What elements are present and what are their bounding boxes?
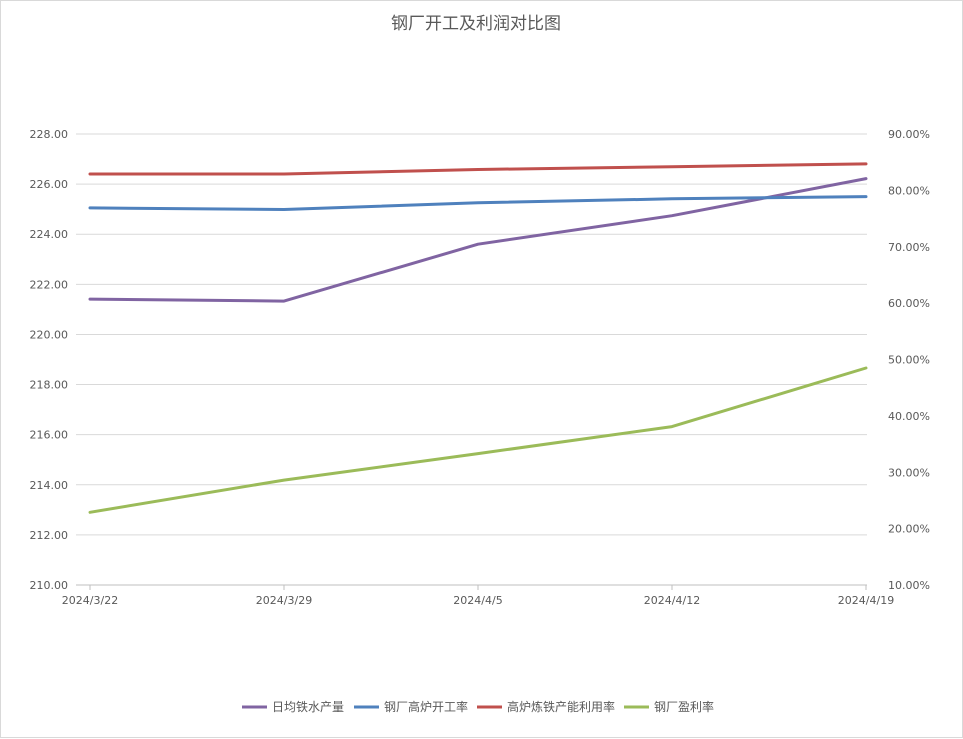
legend-label: 钢厂盈利率	[654, 699, 714, 714]
y-right-tick-label: 90.00%	[888, 128, 930, 141]
y-left-tick-label: 220.00	[30, 328, 69, 341]
y-right-tick-label: 40.00%	[888, 410, 930, 423]
series-lines	[88, 162, 868, 514]
series-line	[88, 177, 868, 303]
y-right-tick-label: 60.00%	[888, 297, 930, 310]
series-line	[88, 162, 868, 176]
y-right-tick-label: 70.00%	[888, 241, 930, 254]
chart-title: 钢厂开工及利润对比图	[391, 14, 561, 34]
legend-label: 日均铁水产量	[272, 700, 344, 714]
y-right-tick-label: 10.00%	[888, 579, 930, 592]
x-tick-label: 2024/4/12	[644, 594, 700, 607]
x-tick-label: 2024/3/22	[62, 594, 118, 607]
legend-label: 钢厂高炉开工率	[384, 699, 468, 714]
series-line	[88, 195, 868, 211]
legend: 日均铁水产量 钢厂高炉开工率 高炉炼铁产能利用率 钢厂盈利率	[242, 699, 714, 714]
y-left-tick-label: 218.00	[30, 379, 69, 392]
gridlines	[76, 133, 867, 586]
y-right-tick-label: 30.00%	[888, 466, 930, 479]
y-right-tick-label: 20.00%	[888, 523, 930, 536]
x-tick-label: 2024/4/5	[453, 594, 502, 607]
x-tick-label: 2024/4/19	[838, 594, 894, 607]
y-left-tick-label: 226.00	[30, 178, 69, 191]
y-left-tick-label: 212.00	[30, 529, 69, 542]
y-right-tick-label: 50.00%	[888, 354, 930, 367]
y-left-tick-label: 216.00	[30, 429, 69, 442]
axes: 210.00 212.00 214.00 216.00 218.00 220.00 222.…	[30, 128, 930, 607]
x-tick-label: 2024/3/29	[256, 594, 312, 607]
y-left-tick-label: 224.00	[30, 228, 69, 241]
y-left-tick-label: 210.00	[30, 579, 69, 592]
y-right-tick-label: 80.00%	[888, 184, 930, 197]
y-left-tick-label: 228.00	[30, 128, 69, 141]
y-left-tick-label: 214.00	[30, 479, 69, 492]
y-left-tick-label: 222.00	[30, 278, 69, 291]
series-line	[88, 366, 868, 514]
legend-label: 高炉炼铁产能利用率	[507, 699, 615, 714]
